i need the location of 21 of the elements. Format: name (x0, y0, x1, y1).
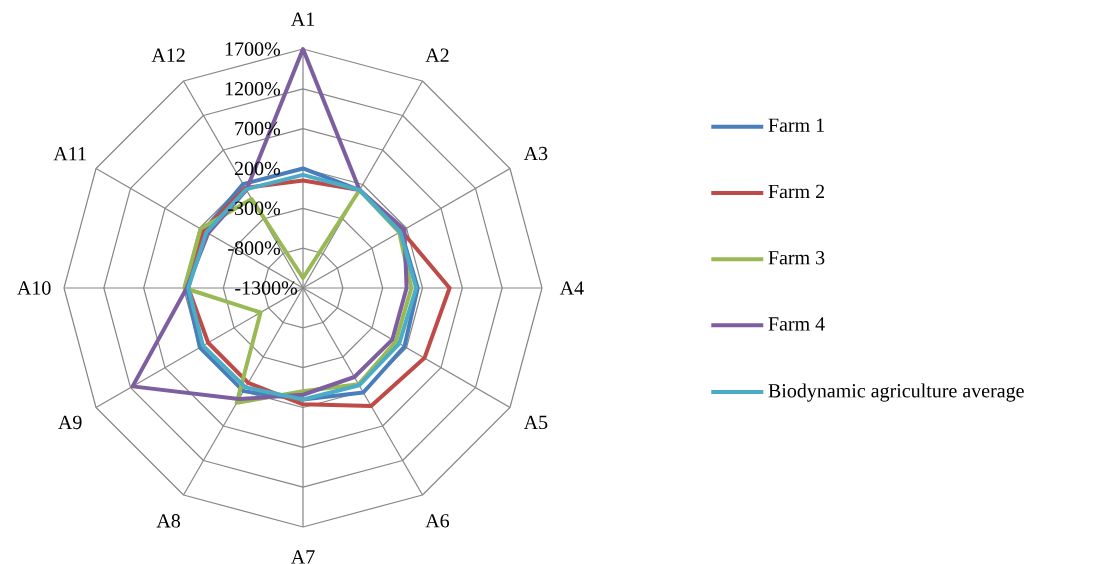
spoke-label: A1 (290, 12, 315, 26)
y-tick-label: 1200% (225, 82, 281, 96)
spoke-label: A4 (559, 281, 584, 295)
spoke-label: A11 (53, 146, 86, 161)
spoke-label: A6 (425, 514, 450, 528)
spoke-label: A10 (17, 281, 51, 295)
spoke-label: A2 (425, 48, 449, 62)
y-tick-label: -800% (228, 241, 281, 255)
legend-label: Farm 2 (768, 184, 825, 199)
spoke-label: A8 (156, 514, 181, 528)
spoke-label: A5 (523, 415, 548, 430)
y-tick-label: 1700% (225, 42, 281, 56)
spoke-label: A7 (290, 550, 315, 564)
legend-label: Farm 4 (768, 317, 825, 331)
legend-label: Biodynamic agriculture average (768, 383, 1024, 402)
spoke-label: A3 (523, 146, 548, 161)
legend-label: Farm 3 (768, 251, 825, 265)
legend-label: Farm 1 (768, 118, 824, 132)
spoke-label: A9 (58, 415, 82, 430)
spoke-label: A12 (151, 48, 185, 62)
y-tick-label: -1300% (235, 281, 298, 295)
